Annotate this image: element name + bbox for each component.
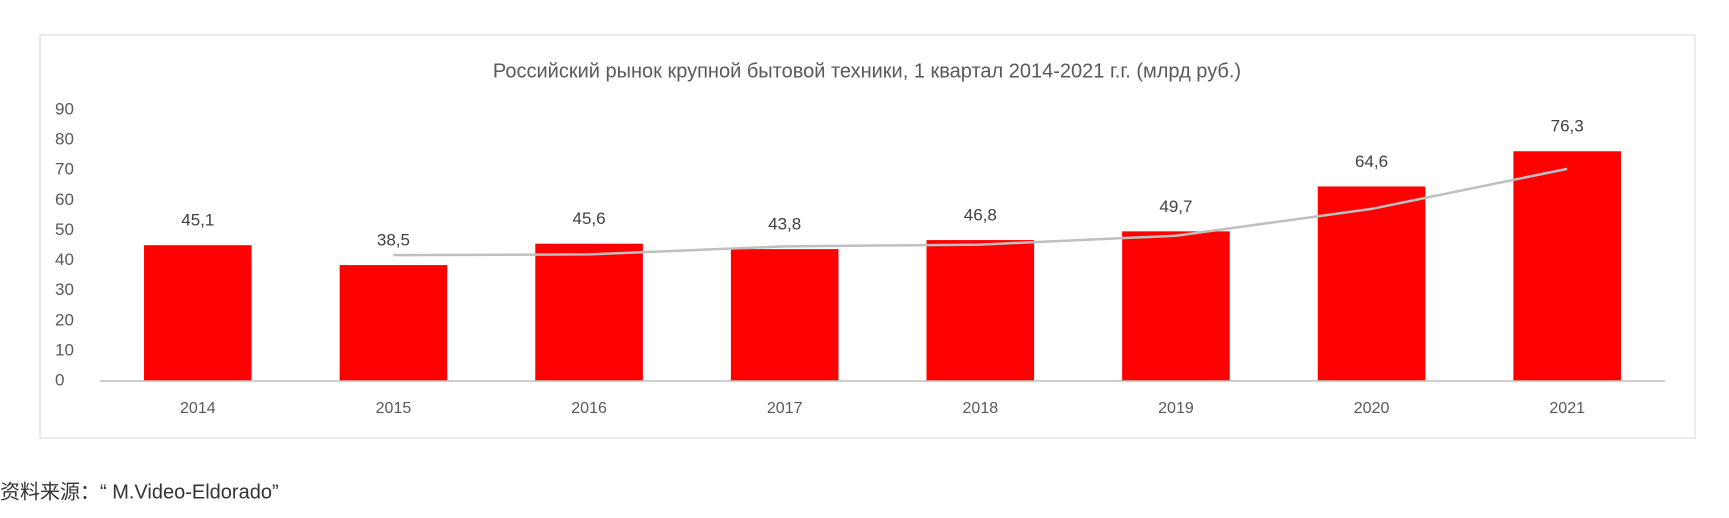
y-tick-label: 10 <box>55 340 74 359</box>
y-tick-label: 60 <box>55 190 74 209</box>
source-note: 资料来源：“ M.Video-Eldorado” <box>0 480 279 503</box>
data-label: 76,3 <box>1551 117 1584 136</box>
y-tick-label: 40 <box>55 250 74 269</box>
x-tick-label: 2014 <box>180 400 216 417</box>
trend-line <box>393 167 1568 257</box>
y-tick-label: 0 <box>55 370 64 389</box>
bar <box>1122 231 1230 381</box>
data-label: 38,5 <box>377 231 410 250</box>
y-tick-label: 80 <box>55 130 74 149</box>
bar <box>926 240 1035 381</box>
x-tick-label: 2020 <box>1354 400 1390 417</box>
chart-frame <box>39 34 1696 439</box>
chart-title: Российский рынок крупной бытовой техники… <box>493 60 1241 82</box>
data-label: 43,8 <box>768 215 801 234</box>
data-label: 45,6 <box>573 209 606 228</box>
y-tick-label: 50 <box>55 220 74 239</box>
bar <box>1513 151 1621 381</box>
x-tick-label: 2021 <box>1549 400 1585 417</box>
x-tick-label: 2019 <box>1158 400 1194 417</box>
y-tick-label: 90 <box>55 99 74 118</box>
y-tick-label: 20 <box>55 310 74 329</box>
data-label: 45,1 <box>181 211 214 230</box>
bar <box>535 243 643 381</box>
bar <box>1317 186 1426 381</box>
data-label: 49,7 <box>1159 197 1192 216</box>
bar <box>144 245 252 381</box>
x-tick-label: 2015 <box>376 400 412 417</box>
x-tick-label: 2018 <box>963 400 999 417</box>
bar <box>730 249 839 381</box>
data-label: 64,6 <box>1355 152 1388 171</box>
x-tick-label: 2016 <box>571 400 607 417</box>
data-label: 46,8 <box>964 206 997 225</box>
x-tick-label: 2017 <box>767 400 803 417</box>
y-tick-label: 30 <box>55 280 74 299</box>
y-tick-label: 70 <box>55 160 74 179</box>
bar <box>339 265 448 381</box>
